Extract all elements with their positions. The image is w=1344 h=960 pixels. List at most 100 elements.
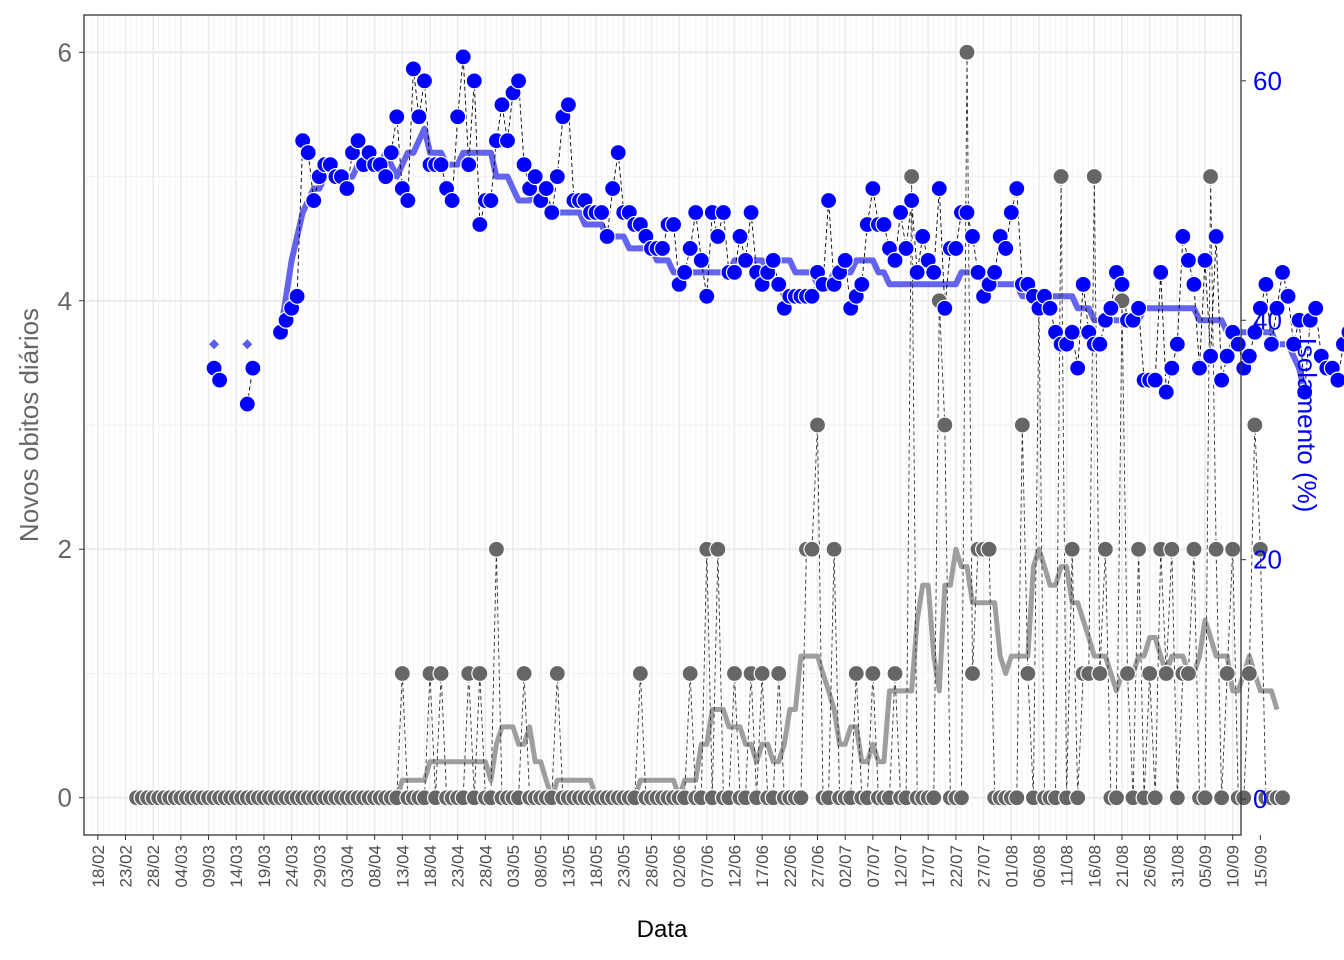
isolation-point xyxy=(1152,263,1170,281)
isolation-point xyxy=(1213,371,1231,389)
isolation-point xyxy=(1102,299,1120,317)
isolation-point xyxy=(764,251,782,270)
x-tick-label: 14/03 xyxy=(227,845,246,888)
deaths-point xyxy=(432,664,450,683)
deaths-point xyxy=(770,664,788,683)
deaths-point xyxy=(631,664,649,683)
isolation-point xyxy=(1240,347,1258,365)
isolation-point xyxy=(1163,359,1181,377)
isolation-point xyxy=(471,215,489,234)
isolation-point xyxy=(1334,335,1344,353)
deaths-point xyxy=(825,540,843,558)
isolation-point xyxy=(509,72,528,90)
deaths-point xyxy=(1196,789,1214,807)
isolation-point xyxy=(1257,275,1275,293)
x-tick-label: 27/06 xyxy=(809,845,828,888)
isolation-point xyxy=(338,179,356,198)
isolation-point xyxy=(664,215,683,234)
isolation-point xyxy=(687,203,705,222)
isolation-point xyxy=(864,179,882,198)
isolation-point xyxy=(1262,335,1281,353)
x-tick-label: 21/08 xyxy=(1113,845,1132,888)
x-tick-label: 10/09 xyxy=(1224,845,1243,888)
isolation-point xyxy=(1273,263,1292,281)
x-tick-label: 01/08 xyxy=(1002,845,1021,888)
deaths-point xyxy=(1008,789,1026,807)
isolation-point xyxy=(653,239,672,258)
isolation-point xyxy=(709,227,727,246)
y2-tick-label: 20 xyxy=(1253,545,1282,575)
isolation-point xyxy=(548,168,566,186)
isolation-point xyxy=(1268,299,1286,317)
deaths-point xyxy=(864,664,882,683)
deaths-point xyxy=(725,664,744,683)
series-layer xyxy=(127,43,1344,807)
isolation-point xyxy=(891,203,910,222)
isolation-moving-average-point xyxy=(209,339,220,350)
x-tick-label: 29/03 xyxy=(310,845,329,888)
deaths-point xyxy=(1129,540,1148,558)
isolation-point xyxy=(1069,359,1087,377)
x-tick-label: 18/02 xyxy=(89,845,108,888)
x-tick-label: 03/05 xyxy=(504,845,523,888)
deaths-point xyxy=(1235,789,1253,807)
isolation-point xyxy=(1307,299,1325,317)
x-tick-label: 06/08 xyxy=(1030,845,1049,888)
deaths-point xyxy=(1213,789,1231,807)
isolation-point xyxy=(415,72,434,90)
deaths-point xyxy=(1141,664,1159,683)
isolation-point xyxy=(698,287,716,305)
deaths-point xyxy=(1157,664,1175,683)
deaths-point xyxy=(808,416,827,434)
deaths-point xyxy=(886,664,904,683)
x-tick-label: 02/06 xyxy=(670,845,689,888)
plot-border xyxy=(83,14,1242,836)
isolation-point xyxy=(482,191,500,210)
isolation-point xyxy=(449,108,467,126)
isolation-point xyxy=(498,132,517,150)
isolation-point xyxy=(903,191,921,210)
x-tick-label: 17/07 xyxy=(919,845,938,888)
isolation-point xyxy=(543,203,561,222)
isolation-point xyxy=(958,203,976,222)
deaths-point xyxy=(1063,540,1081,558)
isolation-point xyxy=(1201,347,1220,365)
isolation-point xyxy=(1146,371,1164,389)
isolation-point xyxy=(1296,383,1314,401)
isolation-point xyxy=(211,371,229,389)
isolation-point xyxy=(604,179,622,198)
deaths-point xyxy=(753,664,771,683)
isolation-point xyxy=(908,263,926,281)
isolation-point xyxy=(1218,347,1236,365)
deaths-point xyxy=(803,540,821,558)
isolation-point xyxy=(1008,179,1026,198)
x-tick-label: 07/06 xyxy=(698,845,717,888)
deaths-point xyxy=(1107,789,1126,807)
x-tick-label: 12/07 xyxy=(892,845,911,888)
deaths-point xyxy=(1218,664,1236,683)
isolation-point xyxy=(1168,335,1186,353)
isolation-point xyxy=(803,287,821,305)
y2-tick-label: 60 xyxy=(1253,66,1282,96)
isolation-point xyxy=(1063,323,1081,341)
deaths-point xyxy=(1091,664,1109,683)
deaths-point xyxy=(847,664,865,683)
isolation-point xyxy=(559,96,577,114)
isolation-point xyxy=(410,108,428,126)
isolation-point xyxy=(875,215,893,234)
isolation-point xyxy=(1207,227,1225,246)
isolation-point xyxy=(1185,275,1203,293)
deaths-point xyxy=(1273,789,1292,807)
deaths-point xyxy=(1240,664,1258,683)
isolation-point xyxy=(1340,325,1344,340)
x-tick-label: 28/05 xyxy=(642,845,661,888)
isolation-point xyxy=(1091,335,1109,353)
isolation-point xyxy=(836,251,854,270)
deaths-point xyxy=(1096,540,1114,558)
y-axis-label: Novos obitos diários xyxy=(14,308,44,542)
x-tick-label: 24/03 xyxy=(283,845,302,888)
isolation-point xyxy=(299,144,317,162)
isolation-point xyxy=(244,359,262,377)
isolation-point xyxy=(963,227,982,246)
isolation-point xyxy=(1129,299,1148,317)
